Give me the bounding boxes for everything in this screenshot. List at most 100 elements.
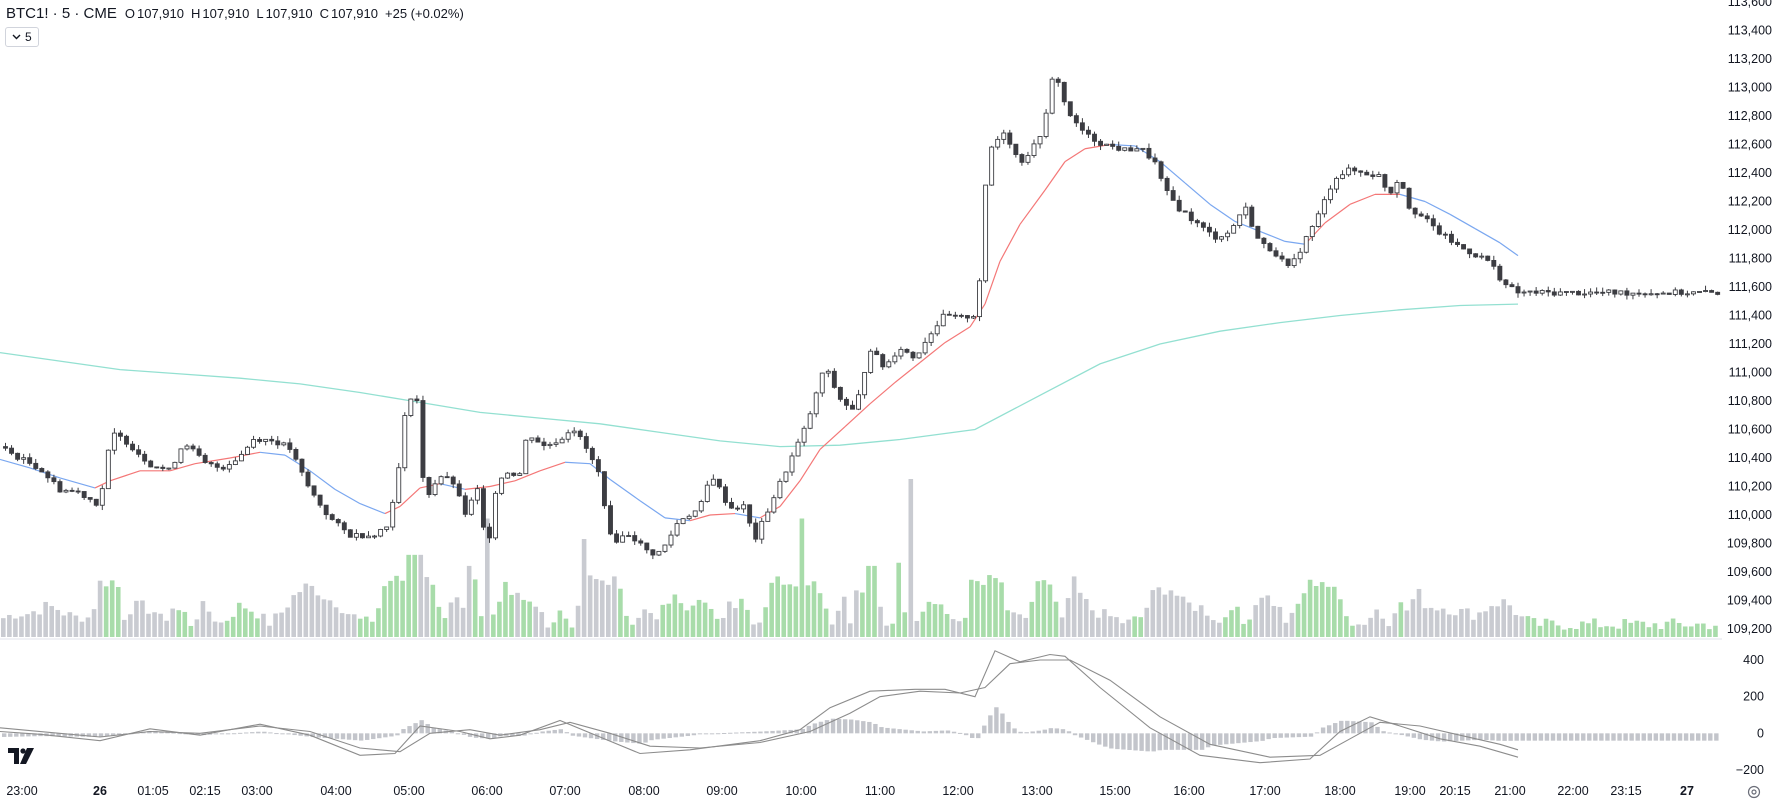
candle-body <box>1654 293 1660 296</box>
indicators-toggle-button[interactable]: 5 <box>5 27 39 47</box>
ema-fast-segment <box>359 503 386 515</box>
candle <box>1249 204 1255 228</box>
candle-body <box>390 501 396 528</box>
candle <box>1013 143 1019 158</box>
candle <box>69 487 75 493</box>
candle <box>910 351 916 361</box>
candle-body <box>426 477 432 496</box>
macd-histogram-bar <box>1199 733 1205 750</box>
candle-body <box>275 440 281 446</box>
candle <box>1606 289 1612 296</box>
candle-body <box>1019 154 1025 163</box>
macd-histogram-bar <box>1260 733 1265 741</box>
candle <box>202 453 208 464</box>
macd-histogram-bar <box>649 733 654 741</box>
volume-bar <box>1604 626 1609 637</box>
candle <box>1079 118 1085 135</box>
candle-body <box>916 352 922 359</box>
candle-body <box>698 501 704 512</box>
volume-bar <box>587 575 593 637</box>
candle-body <box>1358 170 1364 173</box>
ema-fast-segment <box>984 261 1001 305</box>
volume-bar <box>1144 607 1150 637</box>
candle-body <box>1249 206 1255 227</box>
candle-body <box>1152 157 1158 163</box>
candle-body <box>1473 253 1479 258</box>
price-tick-label: 110,200 <box>1728 480 1772 494</box>
volume-bar <box>357 618 363 637</box>
macd-histogram-bar <box>976 733 981 739</box>
volume-bar <box>146 613 151 637</box>
macd-histogram-bar <box>1417 733 1423 740</box>
candle-body <box>1703 290 1709 292</box>
candle-body <box>686 515 692 520</box>
candle-body <box>9 447 15 454</box>
candle-body <box>608 505 613 535</box>
macd-histogram-bar <box>1629 733 1634 741</box>
volume-bar <box>1217 622 1222 637</box>
candle <box>1515 282 1521 298</box>
volume-bar <box>200 601 206 637</box>
macd-histogram-bar <box>389 733 394 737</box>
volume-bar <box>1495 606 1500 637</box>
candle <box>1491 255 1497 270</box>
candle <box>668 530 674 548</box>
candle <box>178 448 184 465</box>
candle-body <box>111 432 117 451</box>
candle-body <box>704 484 710 502</box>
candle <box>1188 208 1194 225</box>
volume-bar <box>521 599 526 637</box>
volume-bar <box>1295 603 1301 637</box>
macd-histogram-bar <box>1556 733 1562 741</box>
macd-histogram-bar <box>1683 733 1689 741</box>
volume-bar <box>648 613 653 637</box>
open-label: O <box>124 6 135 21</box>
ema-fast-segment <box>894 362 921 383</box>
candle-body <box>396 467 402 503</box>
candle-body <box>178 448 184 463</box>
macd-histogram-bar <box>1066 731 1072 734</box>
chevron-down-icon <box>12 34 21 40</box>
candle <box>952 311 958 319</box>
volume-bar <box>950 619 956 637</box>
candle <box>880 353 886 370</box>
volume-bar <box>1592 618 1597 637</box>
candle <box>299 458 305 477</box>
candle <box>1563 291 1569 296</box>
macd-histogram-bar <box>1115 733 1120 750</box>
volume-bar <box>1664 621 1670 637</box>
volume-bar <box>696 599 702 637</box>
candle-body <box>57 481 63 493</box>
ema-fast-segment <box>1324 203 1351 224</box>
symbol-title[interactable]: BTC1! · 5 · CME <box>6 5 117 22</box>
candle <box>1551 287 1557 297</box>
candle <box>1527 290 1533 296</box>
volume-bar <box>1 618 6 637</box>
ema-fast-segment <box>1159 161 1186 184</box>
macd-histogram-bar <box>957 732 963 734</box>
volume-bar <box>122 619 127 637</box>
tradingview-logo-icon[interactable] <box>8 748 36 764</box>
volume-bar <box>624 615 629 637</box>
volume-bar <box>829 624 835 637</box>
volume-bar <box>1229 610 1234 637</box>
candle <box>1213 228 1218 243</box>
macd-histogram-bar <box>812 723 818 734</box>
macd-histogram-bar <box>728 732 733 734</box>
gear-icon[interactable] <box>1746 784 1762 800</box>
macd-histogram-bar <box>310 733 315 738</box>
price-tick-label: 113,000 <box>1728 81 1772 95</box>
candle-body <box>771 497 777 513</box>
candle-body <box>444 476 450 479</box>
candle <box>456 480 462 497</box>
candle <box>1509 282 1515 288</box>
macd-histogram-bar <box>1671 733 1677 741</box>
volume-bar <box>1531 618 1537 637</box>
candle-body <box>474 488 480 501</box>
candle-body <box>1225 232 1231 238</box>
volume-bar <box>1380 618 1385 637</box>
candle-body <box>1206 226 1212 233</box>
time-tick-label: 01:05 <box>137 784 168 798</box>
candle-body <box>1164 177 1170 191</box>
